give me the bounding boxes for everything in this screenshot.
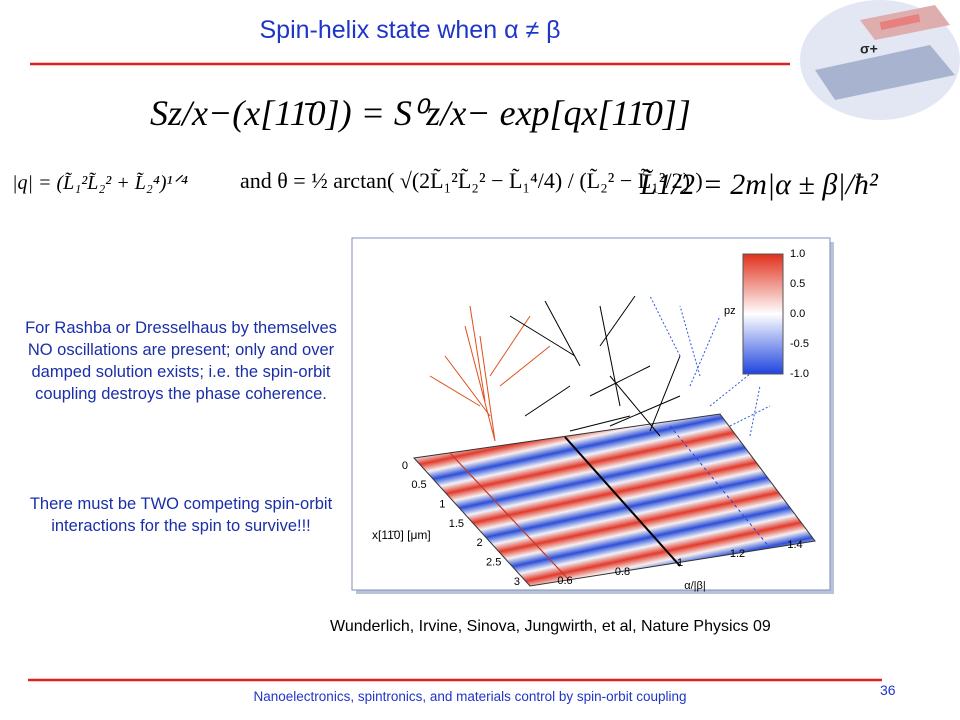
colorbar-tick-label: -0.5 (790, 338, 809, 350)
y-tick-label: 0.5 (411, 479, 426, 491)
colorbar (742, 253, 784, 375)
y-tick-label: 0 (402, 460, 408, 472)
colorbar-label: pz (724, 305, 736, 317)
page-number: 36 (880, 682, 896, 698)
x-axis-label: α/|β| (684, 580, 705, 592)
y-tick-label: 2.5 (486, 557, 501, 569)
corner-illustration: σ+ (800, 0, 960, 120)
colorbar-tick-label: -1.0 (790, 368, 809, 380)
equation-main: Sz/x−(x[11̄0]) = S⁰z/x− exp[qx[11̄0]] (150, 93, 691, 133)
y-tick-label: 1 (439, 499, 445, 511)
cut-line (669, 425, 771, 549)
spin-vectors-red (429, 305, 551, 442)
cut-line (449, 452, 571, 582)
x-tick-label: 1.2 (730, 548, 745, 560)
x-tick-label: 0.8 (615, 566, 630, 578)
equation-q: |q| = (L̃₁²L̃₂² + L̃₂⁴)¹ᐟ⁴ (12, 172, 188, 194)
slide-title: Spin-helix state when α ≠ β (259, 16, 561, 44)
body-text: There must be TWO competing spin-orbit i… (29, 495, 333, 535)
footer: Nanoelectronics, spintronics, and materi… (253, 689, 687, 704)
spin-vectors-blue (649, 295, 771, 437)
cut-line (564, 436, 681, 567)
x-tick-label: 1.4 (787, 539, 802, 551)
colorbar-tick-label: 1.0 (790, 248, 805, 260)
x-tick-label: 0.6 (557, 575, 572, 587)
colorbar-tick-label: 0.0 (790, 308, 805, 320)
y-tick-label: 2 (477, 537, 483, 549)
equation-l: L̃1/2 = 2m|α ± β|/ħ² (640, 168, 878, 201)
y-tick-label: 3 (514, 576, 520, 588)
colorbar-tick-label: 0.5 (790, 278, 805, 290)
body-text: For Rashba or Dresselhaus by themselves … (25, 319, 337, 403)
svg-text:σ+: σ+ (860, 41, 878, 57)
y-axis-label: x[11̄0] [μm] (372, 528, 431, 542)
y-tick-label: 1.5 (449, 518, 464, 530)
citation: Wunderlich, Irvine, Sinova, Jungwirth, e… (330, 618, 771, 635)
x-tick-label: 1 (677, 557, 683, 569)
figure: 1.00.50.0-0.5-1.0pz00.511.522.53x[11̄0] … (351, 237, 834, 594)
spin-vectors-black (509, 295, 681, 437)
helix-plane (412, 413, 816, 587)
equation-theta: and θ = ½ arctan( √(2L̃₁²L̃₂² − L̃₁⁴/4) … (240, 168, 703, 193)
